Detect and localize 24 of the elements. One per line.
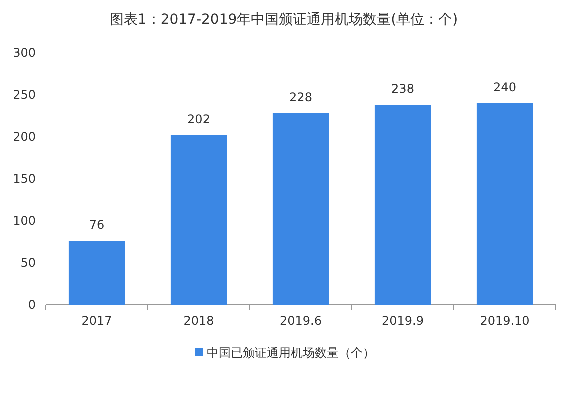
y-tick-label: 300	[13, 46, 36, 60]
x-tick-label: 2019.9	[382, 314, 424, 328]
data-label: 76	[89, 218, 105, 232]
data-label: 202	[188, 112, 210, 126]
data-label: 228	[290, 90, 312, 104]
y-tick-label: 0	[28, 298, 36, 312]
y-tick-label: 250	[13, 88, 36, 102]
bar	[374, 105, 432, 305]
bar	[170, 135, 228, 305]
bar	[476, 103, 534, 305]
x-tick-label: 2019.10	[480, 314, 530, 328]
data-label: 240	[494, 80, 516, 94]
bar	[272, 113, 330, 305]
y-tick-label: 150	[13, 172, 36, 186]
x-tick-label: 2018	[184, 314, 214, 328]
x-tick-label: 2017	[82, 314, 112, 328]
x-tick-label: 2019.6	[280, 314, 322, 328]
chart-title: 图表1：2017-2019年中国颁证通用机场数量(单位：个)	[110, 12, 458, 28]
bar	[68, 241, 126, 305]
data-label: 238	[392, 82, 414, 96]
legend-label: 中国已颁证通用机场数量（个）	[207, 346, 375, 360]
y-tick-label: 50	[20, 256, 36, 270]
y-tick-label: 200	[13, 130, 36, 144]
y-tick-label: 100	[13, 214, 36, 228]
